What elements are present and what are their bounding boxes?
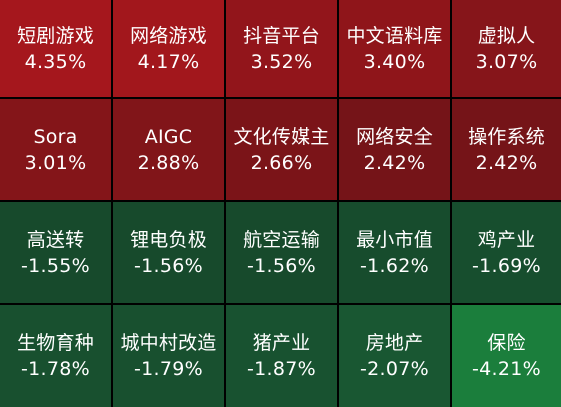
- sector-change: 2.42%: [475, 151, 538, 174]
- sector-name: 最小市值: [356, 228, 433, 251]
- sector-tile[interactable]: 网络安全 2.42%: [339, 99, 450, 200]
- sector-name: 锂电负极: [130, 228, 207, 251]
- sector-change: -1.62%: [359, 254, 429, 277]
- sector-tile[interactable]: 中文语料库 3.40%: [339, 0, 450, 97]
- sector-tile[interactable]: 高送转 -1.55%: [0, 202, 111, 303]
- sector-name: 航空运输: [243, 228, 320, 251]
- sector-name: 网络安全: [356, 125, 433, 148]
- sector-name: 操作系统: [468, 125, 545, 148]
- sector-name: 保险: [487, 332, 526, 354]
- sector-tile[interactable]: 抖音平台 3.52%: [226, 0, 337, 97]
- sector-tile[interactable]: 虚拟人 3.07%: [452, 0, 561, 97]
- sector-change: 2.66%: [250, 151, 313, 174]
- sector-name: 短剧游戏: [17, 24, 94, 47]
- sector-name: 文化传媒主: [233, 125, 330, 148]
- sector-change: -2.07%: [359, 358, 429, 380]
- sector-name: 抖音平台: [243, 24, 320, 47]
- sector-name: 虚拟人: [477, 24, 536, 47]
- sector-tile[interactable]: 鸡产业 -1.69%: [452, 202, 561, 303]
- sector-change: -1.78%: [20, 358, 90, 380]
- sector-tile[interactable]: Sora 3.01%: [0, 99, 111, 200]
- sector-change: -1.69%: [471, 254, 541, 277]
- sector-tile[interactable]: 城中村改造 -1.79%: [113, 305, 224, 407]
- sector-name: AIGC: [144, 125, 193, 148]
- sector-name: 高送转: [26, 228, 85, 251]
- sector-name: 鸡产业: [477, 228, 536, 251]
- sector-change: -1.87%: [246, 358, 316, 380]
- sector-name: 中文语料库: [346, 24, 443, 47]
- sector-tile[interactable]: 房地产 -2.07%: [339, 305, 450, 407]
- sector-change: 3.01%: [24, 151, 87, 174]
- sector-tile[interactable]: 网络游戏 4.17%: [113, 0, 224, 97]
- sector-name: 房地产: [365, 332, 424, 354]
- sector-change: 2.88%: [137, 151, 200, 174]
- sector-change: 4.17%: [137, 50, 200, 73]
- sector-name: 猪产业: [252, 332, 311, 354]
- sector-tile[interactable]: 锂电负极 -1.56%: [113, 202, 224, 303]
- sector-tile[interactable]: 猪产业 -1.87%: [226, 305, 337, 407]
- sector-name: Sora: [33, 125, 78, 148]
- sector-tile[interactable]: 生物育种 -1.78%: [0, 305, 111, 407]
- sector-name: 生物育种: [17, 332, 94, 354]
- sector-tile[interactable]: 保险 -4.21%: [452, 305, 561, 407]
- sector-change: -1.55%: [20, 254, 90, 277]
- sector-change: 2.42%: [363, 151, 426, 174]
- sector-tile[interactable]: 短剧游戏 4.35%: [0, 0, 111, 97]
- sector-tile[interactable]: 操作系统 2.42%: [452, 99, 561, 200]
- sector-change: -4.21%: [471, 358, 541, 380]
- sector-name: 网络游戏: [130, 24, 207, 47]
- sector-change: 3.52%: [250, 50, 313, 73]
- sector-change: 3.07%: [475, 50, 538, 73]
- sector-change: 4.35%: [24, 50, 87, 73]
- sector-tile[interactable]: 文化传媒主 2.66%: [226, 99, 337, 200]
- sector-tile[interactable]: AIGC 2.88%: [113, 99, 224, 200]
- sector-tile[interactable]: 航空运输 -1.56%: [226, 202, 337, 303]
- sector-change: -1.79%: [133, 358, 203, 380]
- sector-change: -1.56%: [133, 254, 203, 277]
- sector-change: 3.40%: [363, 50, 426, 73]
- sector-change: -1.56%: [246, 254, 316, 277]
- sector-tile[interactable]: 最小市值 -1.62%: [339, 202, 450, 303]
- sector-name: 城中村改造: [120, 332, 217, 354]
